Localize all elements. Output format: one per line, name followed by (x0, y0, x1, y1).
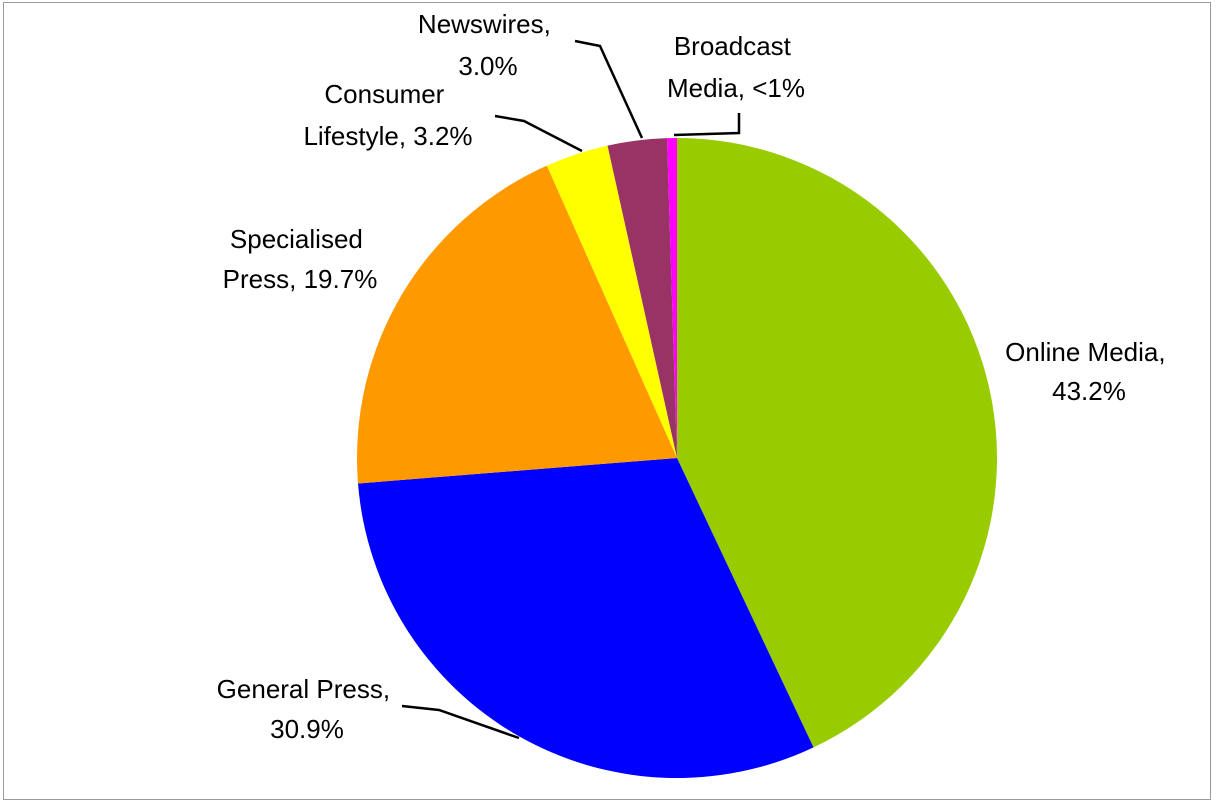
pie-slice-broadcast-media (666, 138, 677, 458)
label-online-media: Online Media, 43.2% (1005, 337, 1173, 406)
label-consumer-lifestyle-name2: Lifestyle, (303, 121, 406, 151)
leader-lines (401, 39, 741, 740)
label-broadcast-media-name: Broadcast (674, 31, 792, 61)
leader-line-consumer-lifestyle (494, 114, 583, 153)
chart-frame: Online Media, 43.2% General Press, 30.9%… (3, 2, 1211, 800)
label-general-press-percent: 30.9% (270, 714, 344, 744)
label-general-press: General Press, 30.9% (217, 674, 398, 744)
label-newswires: Newswires, 3.0% (418, 9, 558, 81)
label-consumer-lifestyle-percent: 3.2% (413, 121, 472, 151)
leader-line-newswires (574, 39, 644, 139)
label-broadcast-media-percent: <1% (752, 73, 805, 103)
label-consumer-lifestyle-name: Consumer (324, 79, 444, 109)
leader-line-broadcast-media (673, 113, 741, 137)
label-consumer-lifestyle: Consumer Lifestyle, 3.2% (303, 79, 472, 151)
label-online-media-percent: 43.2% (1052, 376, 1126, 406)
pie-slices (357, 138, 997, 778)
label-general-press-name: General Press, (217, 674, 390, 704)
pie-slice-newswires (607, 138, 677, 459)
leader-line-general-press (401, 704, 520, 740)
pie-slice-general-press (358, 458, 814, 778)
label-online-media-name: Online Media, (1005, 337, 1165, 367)
label-specialised-press-name2: Press, (223, 264, 297, 294)
label-newswires-percent: 3.0% (458, 51, 517, 81)
pie-slice-consumer-lifestyle (546, 145, 677, 459)
label-specialised-press-name: Specialised (230, 224, 363, 254)
label-newswires-name: Newswires, (418, 9, 551, 39)
pie-slice-specialised-press (357, 165, 677, 484)
label-consumer-lifestyle-percent-line: Lifestyle, 3.2% (303, 121, 472, 151)
label-specialised-press: Specialised Press, 19.7% (223, 224, 378, 294)
label-specialised-press-percent-line: Press, 19.7% (223, 264, 378, 294)
label-broadcast-media: Broadcast Media, <1% (667, 31, 805, 103)
pie-chart: Online Media, 43.2% General Press, 30.9%… (217, 9, 1173, 778)
pie-slice-online-media (677, 138, 997, 748)
label-specialised-press-percent: 19.7% (304, 264, 378, 294)
label-broadcast-media-name2: Media, (667, 73, 745, 103)
label-broadcast-media-percent-line: Media, <1% (667, 73, 805, 103)
